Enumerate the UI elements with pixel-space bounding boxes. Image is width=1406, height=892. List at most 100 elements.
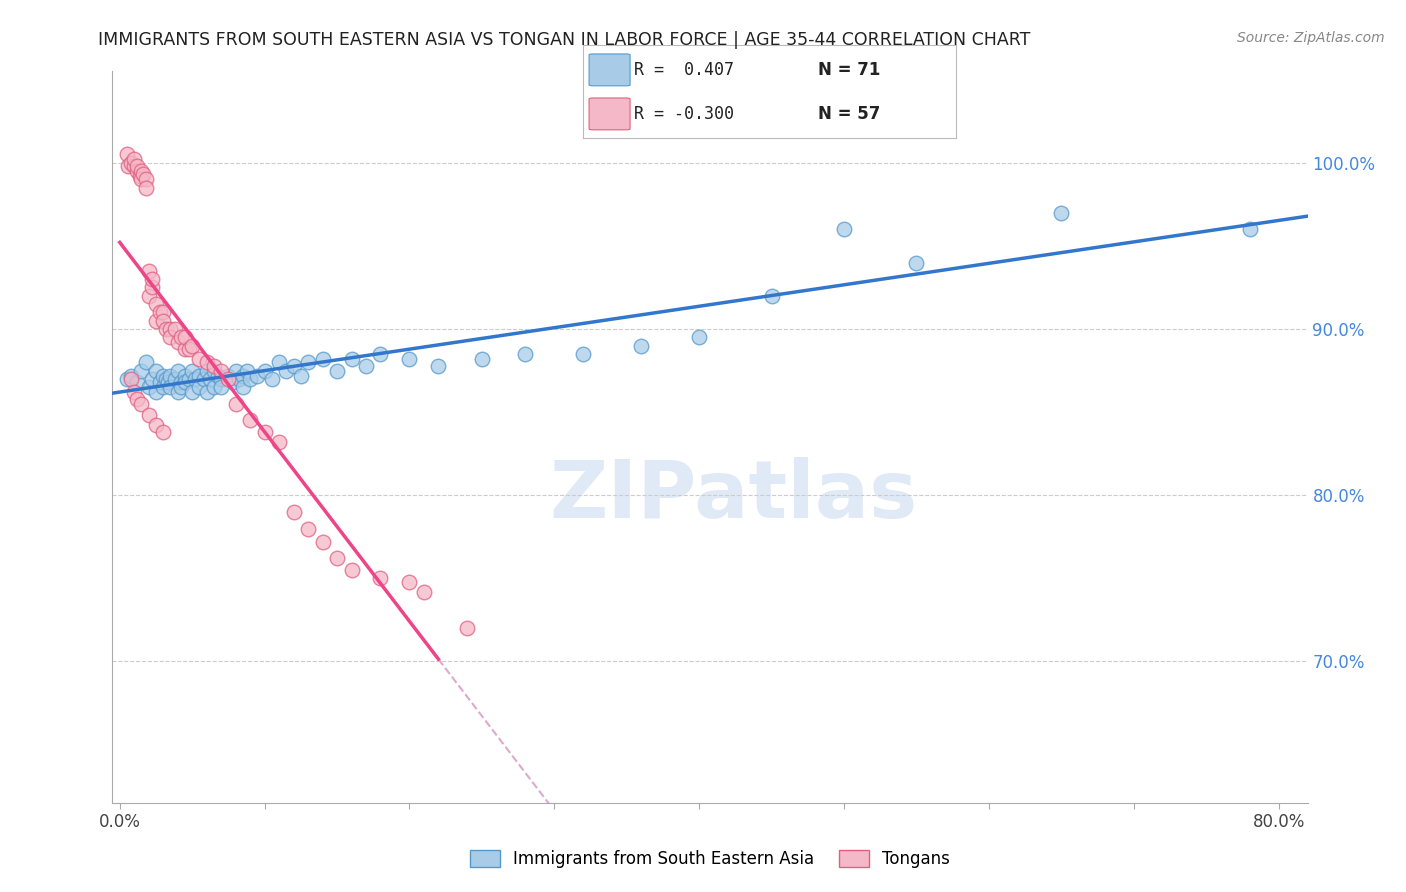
Point xyxy=(195,385,218,400)
Point xyxy=(456,621,478,635)
Text: IMMIGRANTS FROM SOUTH EASTERN ASIA VS TONGAN IN LABOR FORCE | AGE 35-44 CORRELAT: IMMIGRANTS FROM SOUTH EASTERN ASIA VS TO… xyxy=(98,31,1031,49)
Point xyxy=(398,574,420,589)
Point xyxy=(181,363,204,377)
Point xyxy=(132,168,155,182)
Point xyxy=(152,368,174,383)
Point xyxy=(202,380,225,394)
Point xyxy=(131,363,153,377)
Point xyxy=(217,368,239,383)
Point xyxy=(225,363,247,377)
Point xyxy=(193,372,215,386)
Point xyxy=(156,375,179,389)
Text: R = -0.300: R = -0.300 xyxy=(634,105,734,123)
Point xyxy=(145,363,167,377)
Point xyxy=(138,380,160,394)
Point xyxy=(222,375,245,389)
Point xyxy=(253,425,276,439)
Point xyxy=(228,372,250,386)
Point xyxy=(195,355,218,369)
Point xyxy=(149,305,172,319)
Text: ZIPatlas: ZIPatlas xyxy=(550,457,918,534)
Point xyxy=(120,372,142,386)
Point xyxy=(1050,205,1073,219)
Point xyxy=(155,322,177,336)
Point xyxy=(202,359,225,373)
Point xyxy=(283,505,305,519)
Point xyxy=(169,330,191,344)
Point xyxy=(115,372,138,386)
Point xyxy=(131,397,153,411)
Point xyxy=(120,368,142,383)
Point xyxy=(761,289,783,303)
Point xyxy=(149,375,172,389)
Point xyxy=(152,425,174,439)
Point xyxy=(427,359,450,373)
Point xyxy=(340,563,363,577)
Point xyxy=(905,255,928,269)
Point xyxy=(152,380,174,394)
Text: N = 71: N = 71 xyxy=(818,61,880,78)
Point xyxy=(232,368,254,383)
Point xyxy=(169,380,191,394)
Point xyxy=(236,363,259,377)
Text: N = 57: N = 57 xyxy=(818,105,880,123)
Point xyxy=(152,305,174,319)
Point xyxy=(138,289,160,303)
Point xyxy=(122,153,145,167)
Point xyxy=(217,372,239,386)
Point xyxy=(326,551,349,566)
Point xyxy=(340,351,363,366)
Point xyxy=(515,347,537,361)
Text: R =  0.407: R = 0.407 xyxy=(634,61,734,78)
Point xyxy=(169,375,191,389)
Point xyxy=(152,314,174,328)
Point xyxy=(129,169,152,183)
Point xyxy=(630,339,652,353)
Point xyxy=(572,347,595,361)
Point xyxy=(138,264,160,278)
Point xyxy=(184,372,207,386)
Legend: Immigrants from South Eastern Asia, Tongans: Immigrants from South Eastern Asia, Tong… xyxy=(463,844,957,875)
FancyBboxPatch shape xyxy=(589,98,630,130)
Point xyxy=(198,372,221,386)
Point xyxy=(141,372,163,386)
Point xyxy=(145,314,167,328)
Point xyxy=(202,363,225,377)
Point xyxy=(239,413,262,427)
Point xyxy=(166,363,188,377)
Point xyxy=(122,159,145,173)
Point xyxy=(290,368,312,383)
Point xyxy=(253,363,276,377)
Point xyxy=(239,372,262,386)
Point xyxy=(131,164,153,178)
Point xyxy=(166,385,188,400)
Point xyxy=(174,342,197,356)
Point xyxy=(141,272,163,286)
Point xyxy=(311,534,333,549)
Point xyxy=(283,359,305,373)
Point xyxy=(120,155,142,169)
Point xyxy=(370,571,392,585)
Point xyxy=(188,380,211,394)
Point xyxy=(138,409,160,423)
Point xyxy=(297,355,319,369)
Point xyxy=(131,172,153,186)
Point xyxy=(209,363,232,377)
Point xyxy=(370,347,392,361)
Point xyxy=(127,159,149,173)
Point xyxy=(141,280,163,294)
Point xyxy=(179,372,201,386)
Point xyxy=(225,397,247,411)
FancyBboxPatch shape xyxy=(589,54,630,86)
Point xyxy=(179,342,201,356)
Point xyxy=(145,418,167,433)
Point xyxy=(115,147,138,161)
Point xyxy=(127,164,149,178)
Point xyxy=(267,355,290,369)
Point xyxy=(122,385,145,400)
Point xyxy=(326,363,349,377)
Point xyxy=(145,297,167,311)
Point xyxy=(135,180,157,194)
Point xyxy=(195,363,218,377)
Point xyxy=(471,351,494,366)
